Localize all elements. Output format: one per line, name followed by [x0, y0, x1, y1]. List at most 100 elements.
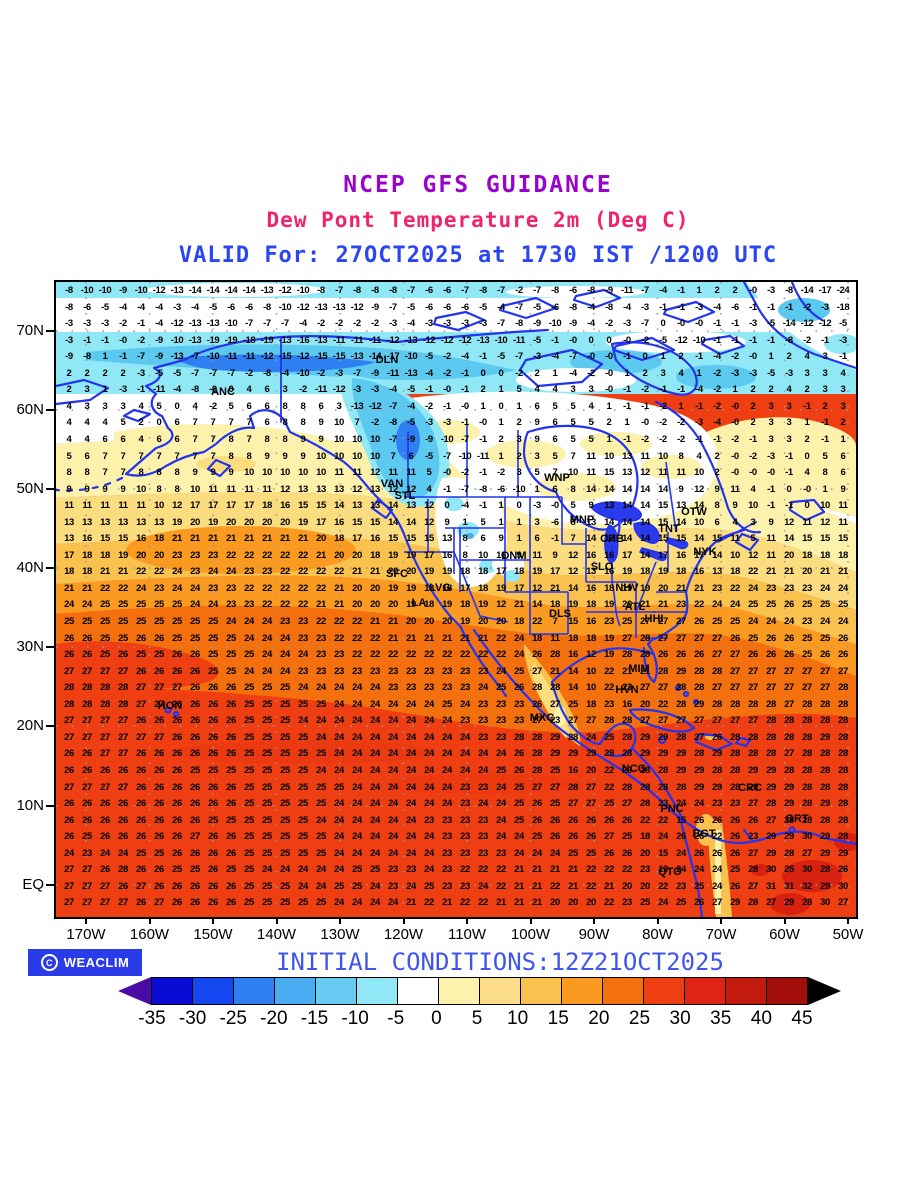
- dewpoint-value: 16: [604, 566, 614, 578]
- dewpoint-value: -0: [749, 285, 757, 296]
- dewpoint-value: 25: [316, 847, 326, 859]
- dewpoint-value: 24: [424, 698, 434, 710]
- dewpoint-value: 21: [622, 665, 632, 677]
- dewpoint-value: 23: [460, 781, 470, 793]
- colorbar-segment: [152, 978, 193, 1004]
- dewpoint-value: 27: [100, 715, 110, 727]
- dewpoint-value: 26: [208, 880, 218, 892]
- colorbar-segment: [726, 978, 767, 1004]
- dewpoint-value: 22: [370, 632, 380, 644]
- dewpoint-value: 5: [120, 417, 126, 429]
- dewpoint-value: 26: [622, 847, 632, 859]
- dewpoint-value: 21: [604, 880, 614, 892]
- dewpoint-value: 3: [768, 417, 774, 429]
- dewpoint-value: 26: [154, 798, 164, 810]
- dewpoint-value: 24: [172, 582, 182, 594]
- dewpoint-value: 26: [100, 798, 110, 810]
- dewpoint-value: 24: [298, 682, 308, 694]
- dewpoint-value: 27: [712, 682, 722, 694]
- dewpoint-value: 27: [100, 880, 110, 892]
- dewpoint-value: -0: [461, 400, 469, 412]
- dewpoint-value: 2: [606, 417, 612, 429]
- dewpoint-value: 30: [766, 864, 776, 876]
- grid-row: 27 27 27 27 26 26 26 26 26 26 25 25 25 25 25 25 24 24 24 24…: [60, 782, 852, 798]
- dewpoint-value: 17: [226, 500, 236, 512]
- dewpoint-value: 24: [820, 616, 830, 627]
- dewpoint-value: 24: [406, 764, 416, 776]
- dewpoint-value: 24: [334, 897, 344, 909]
- dewpoint-value: 26: [226, 847, 236, 859]
- dewpoint-value: 27: [568, 798, 578, 810]
- grid-row: 26 26 26 26 26 26 26 25 25 25 25 25 25 25 24 24 24 24 24 24…: [60, 765, 852, 781]
- dewpoint-value: 26: [208, 897, 218, 909]
- dewpoint-value: 22: [244, 582, 254, 594]
- dewpoint-value: 13: [64, 516, 74, 528]
- dewpoint-value: 25: [622, 831, 632, 843]
- dewpoint-value: 25: [226, 649, 236, 661]
- dewpoint-value: -12: [368, 400, 382, 412]
- dewpoint-value: 25: [244, 847, 254, 859]
- dewpoint-value: -0: [767, 467, 775, 479]
- dewpoint-value: 26: [748, 814, 758, 826]
- dewpoint-value: -3: [641, 301, 649, 313]
- dewpoint-value: 26: [100, 831, 110, 843]
- dewpoint-value: 24: [190, 582, 200, 594]
- dewpoint-value: 25: [316, 698, 326, 710]
- dewpoint-value: -14: [242, 285, 256, 296]
- dewpoint-value: -2: [299, 384, 307, 396]
- dewpoint-value: 14: [640, 533, 650, 545]
- dewpoint-value: 26: [64, 632, 74, 644]
- dewpoint-value: 26: [100, 764, 110, 776]
- dewpoint-value: 26: [694, 649, 704, 661]
- dewpoint-value: 24: [280, 864, 290, 876]
- dewpoint-value: -1: [461, 367, 469, 379]
- grid-row: -8 -6 -5 -4 -4 -4 -3 -4 -5 -6 -6 -8 -10 -12 -13 -13 -12-…: [60, 302, 852, 318]
- dewpoint-value: 13: [586, 566, 596, 578]
- dewpoint-value: 14: [604, 483, 614, 495]
- dewpoint-value: 8: [570, 483, 576, 495]
- dewpoint-value: 24: [406, 698, 416, 710]
- dewpoint-value: 11: [586, 450, 596, 462]
- dewpoint-value: 25: [244, 748, 254, 760]
- dewpoint-value: 23: [712, 582, 722, 594]
- dewpoint-value: 26: [604, 814, 614, 826]
- dewpoint-value: -1: [101, 334, 109, 346]
- dewpoint-value: 25: [208, 764, 218, 776]
- lat-label-10n: 10N: [16, 797, 44, 814]
- dewpoint-value: 9: [66, 483, 72, 495]
- dewpoint-value: 20: [352, 582, 362, 594]
- dewpoint-value: 25: [244, 715, 254, 727]
- dewpoint-value: -2: [713, 384, 721, 396]
- dewpoint-value: 4: [678, 367, 684, 379]
- dewpoint-value: 26: [172, 831, 182, 843]
- dewpoint-value: 13: [712, 566, 722, 578]
- dewpoint-value: 15: [316, 500, 326, 512]
- dewpoint-value: 24: [352, 715, 362, 727]
- dewpoint-value: 18: [550, 599, 560, 611]
- dewpoint-value: 29: [766, 764, 776, 776]
- dewpoint-value: 25: [352, 880, 362, 892]
- lat-tick: [46, 646, 56, 648]
- dewpoint-value: 26: [136, 764, 146, 776]
- dewpoint-value: 26: [154, 632, 164, 644]
- dewpoint-value: 20: [406, 566, 416, 578]
- dewpoint-value: 28: [820, 781, 830, 793]
- dewpoint-value: 27: [838, 897, 848, 909]
- dewpoint-value: 6: [264, 384, 270, 396]
- dewpoint-value: -14: [368, 351, 382, 363]
- dewpoint-value: -13: [350, 400, 364, 412]
- dewpoint-value: 24: [442, 798, 452, 810]
- dewpoint-value: 24: [388, 814, 398, 826]
- dewpoint-value: 25: [550, 764, 560, 776]
- dewpoint-value: 22: [532, 616, 542, 627]
- dewpoint-value: 10: [244, 467, 254, 479]
- dewpoint-value: 26: [190, 847, 200, 859]
- dewpoint-value: 25: [604, 731, 614, 743]
- dewpoint-value: 16: [334, 516, 344, 528]
- dewpoint-value: 6: [552, 417, 558, 429]
- dewpoint-value: 26: [190, 682, 200, 694]
- colorbar-label: 20: [588, 1008, 610, 1029]
- dewpoint-value: 10: [334, 450, 344, 462]
- dewpoint-value: 26: [190, 781, 200, 793]
- dewpoint-value: -2: [209, 400, 217, 412]
